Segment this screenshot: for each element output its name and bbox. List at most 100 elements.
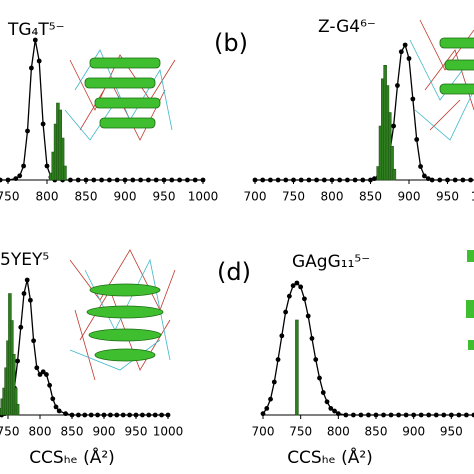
point [76, 412, 81, 418]
point [314, 177, 319, 183]
x-tick-label: 950 [125, 425, 148, 439]
point [127, 412, 132, 418]
point [275, 357, 281, 362]
point [75, 177, 81, 183]
point [403, 412, 409, 418]
point [388, 412, 394, 418]
x-tick-label: 800 [36, 190, 59, 204]
point [177, 177, 183, 183]
x-tick-label: 1000 [188, 190, 219, 204]
point [82, 412, 88, 418]
x-tick-label: 850 [359, 190, 382, 204]
x-tick-label: 900 [93, 425, 116, 439]
point [313, 357, 319, 362]
point [32, 37, 38, 43]
point [21, 163, 26, 169]
x-tick-label: 750 [289, 425, 312, 439]
x-tick-label: 950 [440, 425, 463, 439]
point [13, 176, 19, 182]
point [302, 296, 307, 302]
point [192, 177, 198, 183]
panel-title: 5YEY⁵ [0, 250, 49, 270]
x-tick-label: 950 [153, 190, 176, 204]
point [368, 177, 373, 183]
panel-label: (d) [217, 258, 251, 286]
point [448, 412, 454, 418]
point [337, 177, 343, 183]
x-tick-label: 750 [282, 190, 305, 204]
point [418, 164, 423, 169]
point [17, 173, 23, 179]
point [5, 177, 11, 183]
bar [390, 146, 394, 181]
point [44, 163, 50, 169]
point [371, 176, 377, 182]
point [40, 121, 46, 127]
point [309, 336, 315, 341]
point [345, 177, 350, 183]
point [252, 177, 258, 183]
x-tick-label: 700 [244, 190, 267, 204]
point [18, 324, 24, 330]
point [25, 128, 30, 134]
point [21, 291, 27, 296]
x-axis-label: CCSₕₑ (Å²) [287, 446, 373, 468]
point [360, 177, 366, 183]
x-tick-label: 700 [252, 425, 275, 439]
point [320, 390, 326, 395]
point [260, 177, 266, 183]
point [28, 297, 33, 303]
panel-title: Z-G4⁶⁻ [318, 17, 376, 37]
point [464, 412, 469, 418]
point [140, 412, 145, 418]
x-tick-label: 800 [321, 190, 344, 204]
point [456, 412, 462, 418]
point [63, 411, 68, 417]
point [283, 177, 289, 183]
point [99, 177, 104, 183]
point [169, 177, 175, 183]
point [305, 313, 311, 319]
point [83, 177, 89, 183]
x-axis-label: CCSₕₑ (Å²) [29, 446, 115, 468]
point [185, 177, 190, 183]
point [329, 177, 335, 183]
point [471, 412, 474, 418]
point [36, 58, 42, 64]
point [37, 372, 43, 377]
point [298, 177, 304, 183]
point [107, 177, 112, 183]
point [391, 123, 396, 129]
point [91, 177, 97, 183]
point [290, 283, 296, 289]
point [422, 173, 427, 179]
point [445, 177, 450, 183]
point [468, 177, 473, 183]
line [262, 282, 474, 416]
x-tick-label: 900 [398, 190, 421, 204]
point [321, 177, 327, 183]
point [68, 177, 73, 183]
point [411, 412, 417, 418]
point [429, 177, 435, 183]
x-tick-label: 850 [365, 425, 388, 439]
point [114, 177, 120, 183]
point [352, 177, 358, 183]
panel-title: TG₄T⁵⁻ [7, 20, 65, 40]
line [255, 43, 474, 181]
bar [15, 403, 20, 416]
molecule-icon [466, 250, 474, 350]
point [275, 177, 281, 183]
point [165, 412, 171, 418]
point [56, 408, 62, 414]
point [108, 412, 113, 418]
bar [63, 165, 67, 181]
point [418, 412, 424, 418]
bar [60, 137, 65, 181]
point [31, 338, 36, 344]
molecule-icon [409, 19, 474, 141]
point [264, 406, 270, 411]
point [426, 412, 432, 418]
panel-title: GAgG₁₁⁵⁻ [292, 252, 370, 272]
molecule-icon [64, 49, 176, 141]
